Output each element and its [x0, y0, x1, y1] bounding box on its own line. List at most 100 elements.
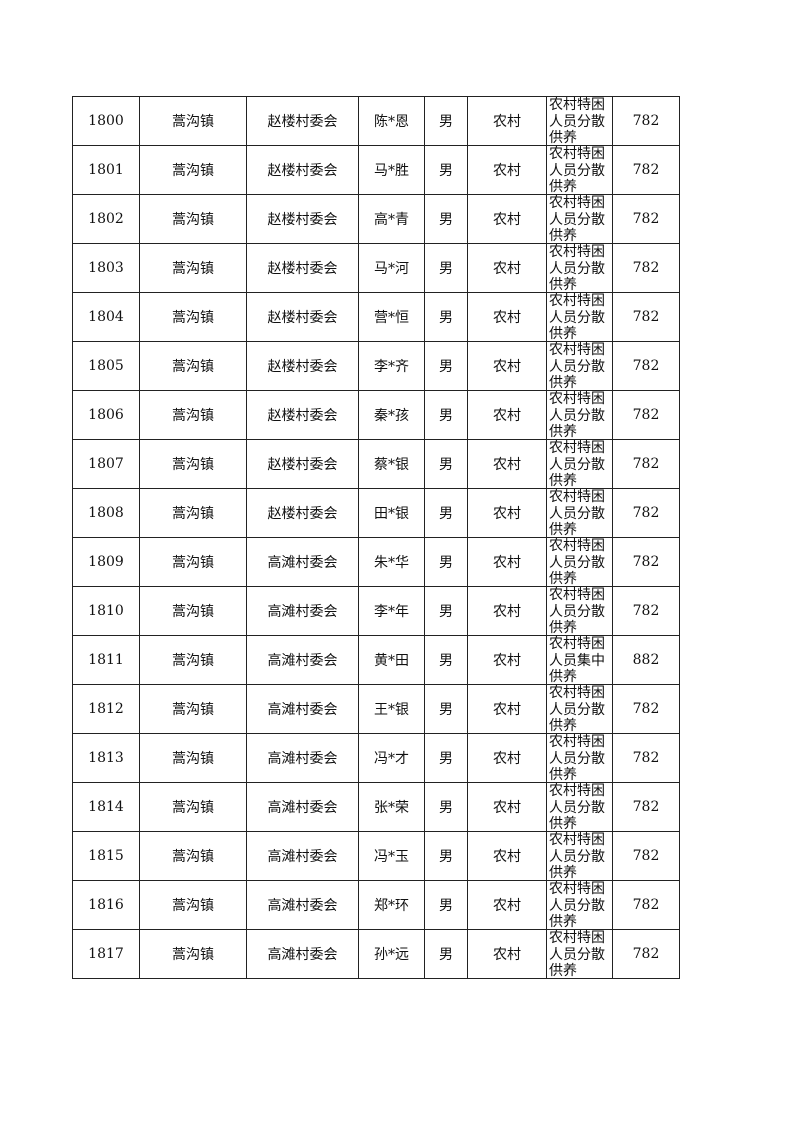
- area-cell: 农村: [467, 390, 547, 440]
- table-row: 1805 蒿沟镇 赵楼村委会 李*齐男农村 农村特困人员分散供养 782: [72, 341, 680, 391]
- table-row: 1801 蒿沟镇 赵楼村委会 马*胜男农村 农村特困人员分散供养 782: [72, 145, 680, 195]
- row-number: 1801: [72, 145, 140, 195]
- village-cell: 赵楼村委会: [246, 145, 359, 195]
- area-cell: 农村: [467, 439, 547, 489]
- table-row: 1807 蒿沟镇 赵楼村委会 蔡*银男农村 农村特困人员分散供养 782: [72, 439, 680, 489]
- area-cell: 农村: [467, 782, 547, 832]
- gender-cell: 男: [424, 831, 468, 881]
- amount-cell: 782: [612, 929, 680, 979]
- beneficiary-table: 1800 蒿沟镇 赵楼村委会 陈*恩男农村 农村特困人员分散供养 782 1801 蒿沟镇 赵楼…: [72, 96, 680, 979]
- support-type-cell: 农村特困人员分散供养: [546, 537, 613, 587]
- gender-cell: 男: [424, 635, 468, 685]
- town-cell: 蒿沟镇: [139, 929, 247, 979]
- area-cell: 农村: [467, 929, 547, 979]
- table-row: 1817 蒿沟镇 高滩村委会 孙*远男农村 农村特困人员分散供养 782: [72, 929, 680, 979]
- name-cell: 冯*才: [358, 733, 425, 783]
- support-type-text: 农村特困人员分散供养: [549, 293, 605, 341]
- table-row: 1810 蒿沟镇 高滩村委会 李*年男农村 农村特困人员分散供养 782: [72, 586, 680, 636]
- support-type-cell: 农村特困人员分散供养: [546, 439, 613, 489]
- town-cell: 蒿沟镇: [139, 145, 247, 195]
- gender-cell: 男: [424, 586, 468, 636]
- village-cell: 赵楼村委会: [246, 96, 359, 146]
- gender-cell: 男: [424, 390, 468, 440]
- village-cell: 高滩村委会: [246, 733, 359, 783]
- name-cell: 李*齐: [358, 341, 425, 391]
- support-type-text: 农村特困人员分散供养: [549, 489, 605, 537]
- name-cell: 黄*田: [358, 635, 425, 685]
- support-type-text: 农村特困人员集中供养: [549, 636, 605, 684]
- support-type-cell: 农村特困人员分散供养: [546, 880, 613, 930]
- name-cell: 马*胜: [358, 145, 425, 195]
- support-type-text: 农村特困人员分散供养: [549, 195, 605, 243]
- row-number: 1810: [72, 586, 140, 636]
- row-number: 1806: [72, 390, 140, 440]
- town-cell: 蒿沟镇: [139, 439, 247, 489]
- village-cell: 高滩村委会: [246, 880, 359, 930]
- table-row: 1813 蒿沟镇 高滩村委会 冯*才男农村 农村特困人员分散供养 782: [72, 733, 680, 783]
- area-cell: 农村: [467, 635, 547, 685]
- support-type-cell: 农村特困人员分散供养: [546, 341, 613, 391]
- row-number: 1816: [72, 880, 140, 930]
- support-type-text: 农村特困人员分散供养: [549, 342, 605, 390]
- town-cell: 蒿沟镇: [139, 194, 247, 244]
- town-cell: 蒿沟镇: [139, 292, 247, 342]
- amount-cell: 782: [612, 880, 680, 930]
- name-cell: 冯*玉: [358, 831, 425, 881]
- town-cell: 蒿沟镇: [139, 390, 247, 440]
- gender-cell: 男: [424, 488, 468, 538]
- area-cell: 农村: [467, 243, 547, 293]
- gender-cell: 男: [424, 929, 468, 979]
- area-cell: 农村: [467, 341, 547, 391]
- support-type-text: 农村特困人员分散供养: [549, 685, 605, 733]
- amount-cell: 782: [612, 96, 680, 146]
- table-row: 1816 蒿沟镇 高滩村委会 郑*环男农村 农村特困人员分散供养 782: [72, 880, 680, 930]
- support-type-cell: 农村特困人员分散供养: [546, 782, 613, 832]
- amount-cell: 782: [612, 292, 680, 342]
- gender-cell: 男: [424, 145, 468, 195]
- area-cell: 农村: [467, 292, 547, 342]
- support-type-cell: 农村特困人员分散供养: [546, 390, 613, 440]
- village-cell: 赵楼村委会: [246, 439, 359, 489]
- area-cell: 农村: [467, 880, 547, 930]
- village-cell: 赵楼村委会: [246, 488, 359, 538]
- amount-cell: 782: [612, 439, 680, 489]
- name-cell: 高*青: [358, 194, 425, 244]
- area-cell: 农村: [467, 684, 547, 734]
- village-cell: 高滩村委会: [246, 586, 359, 636]
- support-type-text: 农村特困人员分散供养: [549, 244, 605, 292]
- area-cell: 农村: [467, 733, 547, 783]
- amount-cell: 782: [612, 488, 680, 538]
- town-cell: 蒿沟镇: [139, 733, 247, 783]
- area-cell: 农村: [467, 194, 547, 244]
- amount-cell: 782: [612, 390, 680, 440]
- area-cell: 农村: [467, 145, 547, 195]
- support-type-cell: 农村特困人员分散供养: [546, 831, 613, 881]
- row-number: 1800: [72, 96, 140, 146]
- table-row: 1812 蒿沟镇 高滩村委会 王*银男农村 农村特困人员分散供养 782: [72, 684, 680, 734]
- row-number: 1803: [72, 243, 140, 293]
- row-number: 1815: [72, 831, 140, 881]
- support-type-cell: 农村特困人员分散供养: [546, 929, 613, 979]
- gender-cell: 男: [424, 782, 468, 832]
- village-cell: 赵楼村委会: [246, 292, 359, 342]
- village-cell: 高滩村委会: [246, 929, 359, 979]
- row-number: 1812: [72, 684, 140, 734]
- support-type-text: 农村特困人员分散供养: [549, 538, 605, 586]
- name-cell: 陈*恩: [358, 96, 425, 146]
- area-cell: 农村: [467, 586, 547, 636]
- gender-cell: 男: [424, 194, 468, 244]
- amount-cell: 782: [612, 586, 680, 636]
- support-type-cell: 农村特困人员分散供养: [546, 145, 613, 195]
- area-cell: 农村: [467, 96, 547, 146]
- table-row: 1811 蒿沟镇 高滩村委会 黄*田男农村 农村特困人员集中供养 882: [72, 635, 680, 685]
- amount-cell: 782: [612, 684, 680, 734]
- support-type-cell: 农村特困人员分散供养: [546, 292, 613, 342]
- amount-cell: 782: [612, 194, 680, 244]
- town-cell: 蒿沟镇: [139, 684, 247, 734]
- table-row: 1808 蒿沟镇 赵楼村委会 田*银男农村 农村特困人员分散供养 782: [72, 488, 680, 538]
- row-number: 1804: [72, 292, 140, 342]
- table-row: 1815 蒿沟镇 高滩村委会 冯*玉男农村 农村特困人员分散供养 782: [72, 831, 680, 881]
- name-cell: 王*银: [358, 684, 425, 734]
- area-cell: 农村: [467, 831, 547, 881]
- name-cell: 朱*华: [358, 537, 425, 587]
